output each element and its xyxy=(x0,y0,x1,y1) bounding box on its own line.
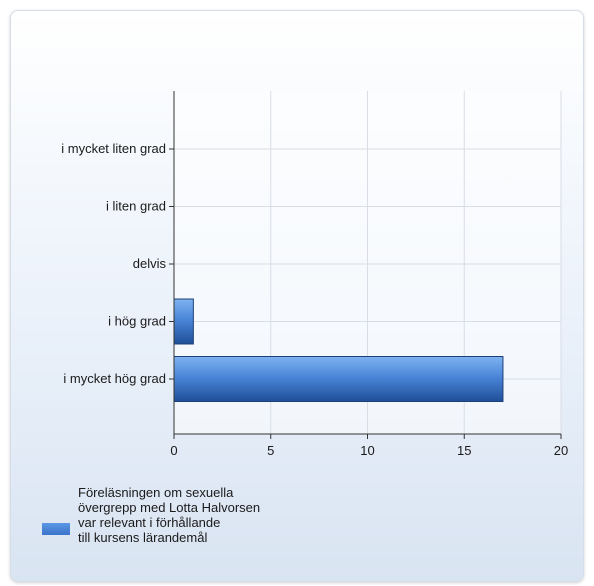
bars xyxy=(173,298,504,402)
category-label: i mycket hög grad xyxy=(63,371,166,386)
x-tick-label: 0 xyxy=(170,443,177,458)
axes xyxy=(169,91,562,439)
legend: Föreläsningen om sexuella övergrepp med … xyxy=(42,485,318,545)
x-tick-label: 15 xyxy=(457,443,471,458)
category-label: i hög grad xyxy=(108,314,166,329)
legend-line: Föreläsningen om sexuella xyxy=(78,485,234,500)
category-label: delvis xyxy=(133,256,167,271)
category-label: i liten grad xyxy=(106,199,166,214)
legend-line: var relevant i förhållande xyxy=(78,515,221,530)
legend-line: övergrepp med Lotta Halvorsen xyxy=(78,500,261,515)
legend-label: Föreläsningen om sexuella övergrepp med … xyxy=(78,485,318,545)
legend-swatch xyxy=(42,523,70,535)
category-labels: i mycket liten grad i liten grad delvis i h… xyxy=(61,141,166,386)
x-tick-labels: 0 5 10 15 20 xyxy=(170,443,568,458)
bar xyxy=(173,298,194,345)
bar xyxy=(173,356,504,402)
x-tick-label: 5 xyxy=(267,443,274,458)
category-label: i mycket liten grad xyxy=(61,141,166,156)
x-tick-label: 20 xyxy=(554,443,568,458)
legend-line: till kursens lärandemål xyxy=(78,530,208,545)
x-tick-label: 10 xyxy=(360,443,374,458)
